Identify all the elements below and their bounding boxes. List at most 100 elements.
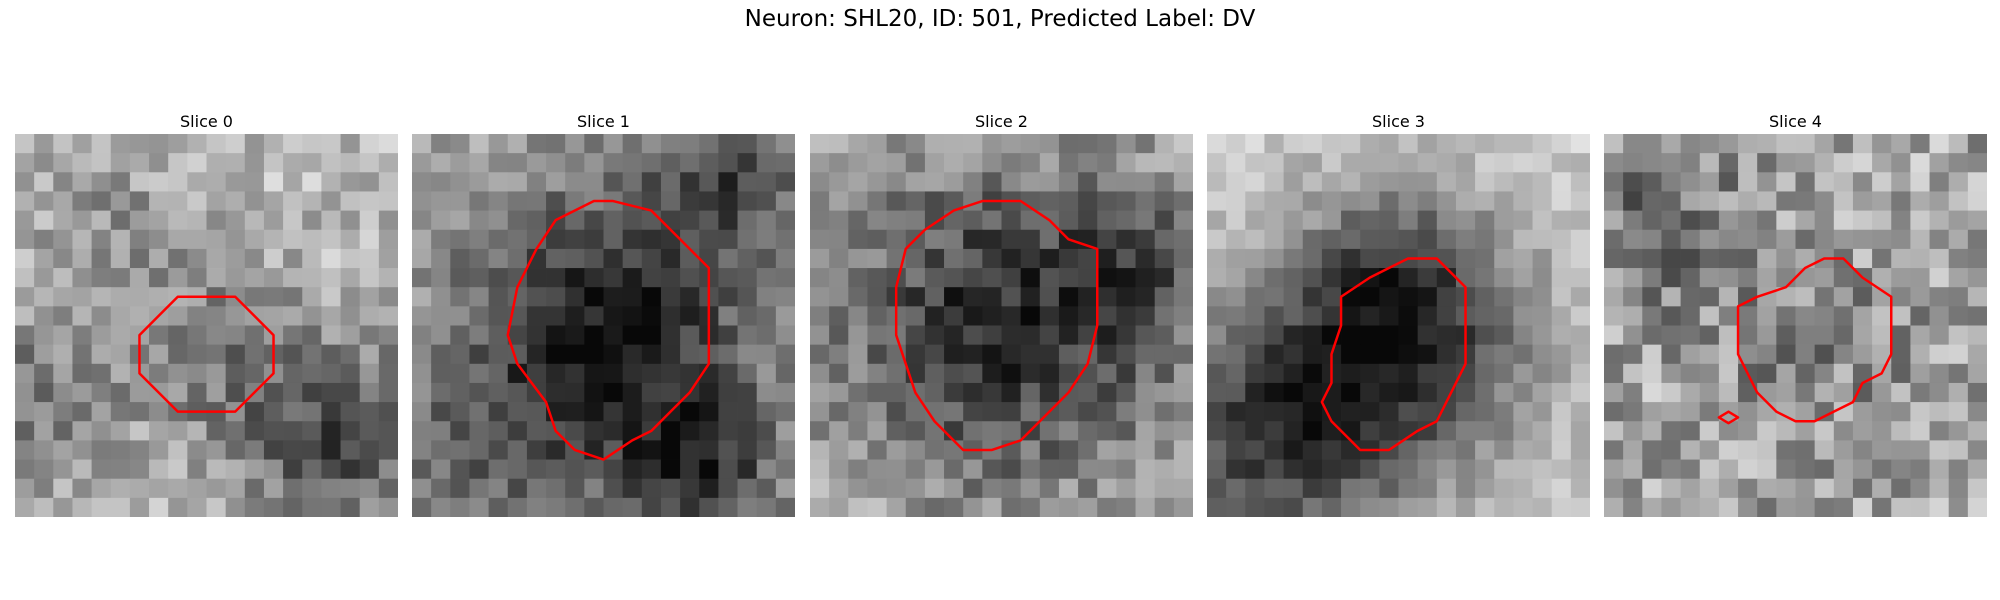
pixel — [1795, 134, 1816, 154]
pixel — [1226, 153, 1246, 173]
pixel — [378, 210, 398, 231]
pixel — [1321, 287, 1342, 307]
pixel — [1604, 363, 1624, 384]
pixel — [1039, 191, 1060, 211]
pixel — [756, 248, 777, 269]
pixel — [565, 191, 585, 211]
pixel — [53, 134, 73, 154]
pixel — [1738, 134, 1758, 154]
pixel — [1718, 134, 1739, 154]
pixel — [431, 229, 451, 250]
pixel — [1436, 306, 1457, 326]
pixel — [488, 191, 509, 211]
pixel — [756, 325, 777, 346]
pixel — [321, 421, 341, 441]
pixel — [1379, 248, 1399, 269]
pixel — [1718, 497, 1739, 517]
pixel — [225, 344, 246, 365]
pixel — [1058, 306, 1079, 326]
pixel — [1891, 191, 1911, 211]
pixel — [1699, 153, 1720, 173]
pixel — [168, 478, 188, 499]
pixel — [412, 210, 432, 231]
pixel — [1661, 191, 1681, 211]
pixel — [1379, 134, 1399, 154]
pixel — [412, 382, 432, 403]
pixel — [1283, 248, 1304, 269]
pixel — [737, 363, 758, 384]
pixel — [886, 153, 907, 173]
pixel — [641, 440, 662, 460]
pixel — [867, 268, 887, 288]
pixel — [34, 497, 54, 517]
pixel — [829, 191, 849, 211]
pixel — [775, 325, 795, 346]
pixel — [982, 363, 1002, 384]
pixel — [469, 248, 489, 269]
pixel — [1948, 459, 1969, 480]
pixel — [546, 153, 566, 173]
pixel — [1642, 248, 1662, 269]
pixel — [756, 172, 777, 192]
pixel — [1058, 268, 1079, 288]
pixel — [450, 421, 470, 441]
pixel — [1078, 172, 1098, 192]
pixel — [321, 440, 341, 460]
pixel — [1379, 268, 1399, 288]
pixel — [1948, 172, 1969, 192]
pixel — [225, 440, 246, 460]
pixel — [1475, 497, 1495, 517]
pixel — [488, 478, 509, 499]
pixel — [1513, 172, 1533, 192]
pixel — [641, 344, 662, 365]
pixel — [718, 172, 738, 192]
pixel — [1302, 210, 1323, 231]
pixel — [1283, 325, 1304, 346]
pixel — [206, 306, 227, 326]
pixel — [359, 248, 380, 269]
pixel — [1623, 440, 1643, 460]
pixel — [756, 459, 777, 480]
pixel — [699, 153, 719, 173]
pixel — [168, 440, 188, 460]
pixel — [1551, 402, 1572, 422]
pixel — [603, 306, 624, 326]
pixel — [1814, 440, 1835, 460]
pixel — [1283, 191, 1304, 211]
pixel — [1929, 191, 1950, 211]
pixel — [680, 497, 700, 517]
pixel — [1058, 497, 1079, 517]
pixel — [867, 248, 887, 269]
pixel — [1245, 363, 1265, 384]
pixel — [1551, 306, 1572, 326]
pixel — [867, 229, 887, 250]
pixel — [206, 325, 227, 346]
pixel — [848, 363, 868, 384]
pixel — [1872, 478, 1892, 499]
pixel — [1494, 287, 1514, 307]
pixel — [1455, 382, 1476, 403]
pixel — [110, 210, 131, 231]
pixel — [1135, 210, 1156, 231]
pixel — [450, 210, 470, 231]
pixel — [1929, 248, 1950, 269]
pixel — [1891, 325, 1911, 346]
pixel — [1929, 306, 1950, 326]
pixel — [584, 421, 604, 441]
pixel — [1604, 382, 1624, 403]
pixel — [756, 134, 777, 154]
pixel — [1302, 497, 1323, 517]
pixel — [1513, 363, 1533, 384]
pixel — [1757, 134, 1777, 154]
pixel — [1718, 191, 1739, 211]
pixel — [129, 421, 150, 441]
pixel — [321, 268, 341, 288]
pixel — [1226, 210, 1246, 231]
pixel — [1360, 306, 1380, 326]
pixel — [149, 459, 169, 480]
pixel — [1623, 382, 1643, 403]
pixel — [1795, 421, 1816, 441]
pixel — [1910, 497, 1930, 517]
pixel — [810, 134, 830, 154]
pixel — [1814, 191, 1835, 211]
